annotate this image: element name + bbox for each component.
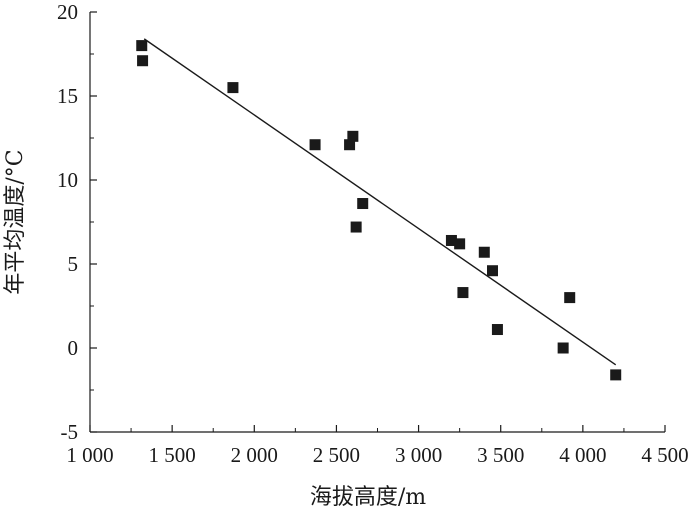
data-point <box>487 265 498 277</box>
x-axis-title: 海拔高度/m <box>310 485 426 510</box>
y-tick-label: 0 <box>68 336 79 360</box>
data-point <box>457 287 469 299</box>
trendline <box>143 38 617 366</box>
y-tick-label: 15 <box>57 84 78 108</box>
y-tick-label: 20 <box>57 0 78 24</box>
y-tick-label: 5 <box>68 252 79 276</box>
data-point <box>350 221 362 233</box>
trendline-segment <box>143 38 617 366</box>
data-point <box>227 82 239 94</box>
x-tick-label: 3 000 <box>395 443 442 467</box>
data-point <box>610 369 622 381</box>
x-tick-label: 3 500 <box>477 443 524 467</box>
x-tick-label: 2 000 <box>231 443 278 467</box>
data-points <box>136 40 622 381</box>
data-point <box>309 139 321 151</box>
data-point <box>137 55 149 67</box>
y-tick-label: 10 <box>57 168 78 192</box>
x-tick-label: 4 000 <box>559 443 606 467</box>
axes <box>89 12 665 433</box>
x-tick-label: 4 500 <box>641 443 688 467</box>
x-tick-label: 2 500 <box>313 443 360 467</box>
data-point <box>136 40 148 52</box>
y-axis-title: 年平均温度/°C <box>3 149 28 294</box>
data-point <box>557 342 569 354</box>
data-point <box>344 139 356 151</box>
y-tick-label: -5 <box>61 420 79 444</box>
data-point <box>357 198 369 210</box>
data-point <box>478 246 490 258</box>
data-point <box>454 238 466 250</box>
data-point <box>491 324 503 336</box>
data-point <box>445 234 457 246</box>
data-point <box>564 292 576 304</box>
x-tick-label: 1 000 <box>66 443 113 467</box>
ticks: 1 000 1 500 2 000 2 500 3 000 3 500 4 000 4 500… <box>57 0 689 467</box>
x-tick-label: 1 500 <box>149 443 196 467</box>
data-point <box>347 130 359 142</box>
